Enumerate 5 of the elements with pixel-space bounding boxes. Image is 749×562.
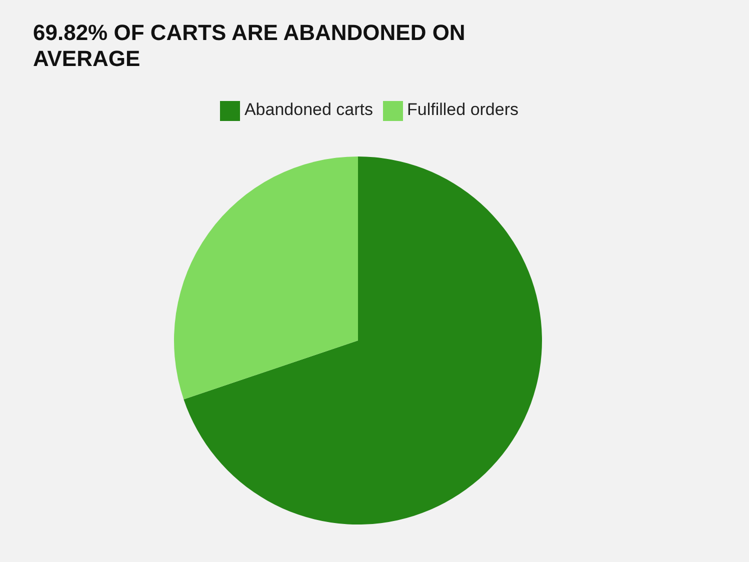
chart-title: 69.82% OF CARTS ARE ABANDONED ON AVERAGE	[33, 20, 466, 72]
legend-label: Fulfilled orders	[407, 100, 519, 119]
pie-slice	[184, 156, 542, 524]
legend-label: Abandoned carts	[244, 100, 374, 119]
pie-slice	[174, 156, 358, 400]
